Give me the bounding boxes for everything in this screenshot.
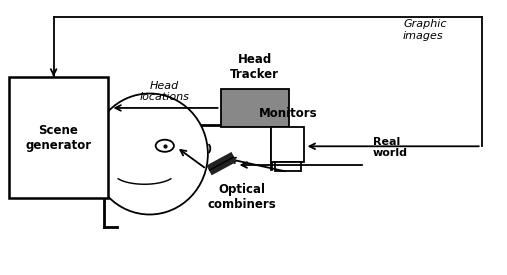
Ellipse shape bbox=[91, 94, 208, 214]
Bar bbox=[271, 126, 304, 162]
Text: Real
world: Real world bbox=[373, 136, 408, 158]
Text: Monitors: Monitors bbox=[259, 107, 317, 120]
Bar bbox=[221, 89, 289, 126]
Text: Optical
combiners: Optical combiners bbox=[207, 183, 276, 211]
Text: Head
Tracker: Head Tracker bbox=[230, 53, 279, 81]
Text: Head
locations: Head locations bbox=[139, 81, 189, 102]
Bar bbox=[9, 77, 108, 198]
Ellipse shape bbox=[156, 140, 174, 152]
Bar bbox=[275, 162, 301, 170]
Text: Graphic
images: Graphic images bbox=[403, 19, 447, 41]
Text: Scene
generator: Scene generator bbox=[25, 123, 92, 152]
